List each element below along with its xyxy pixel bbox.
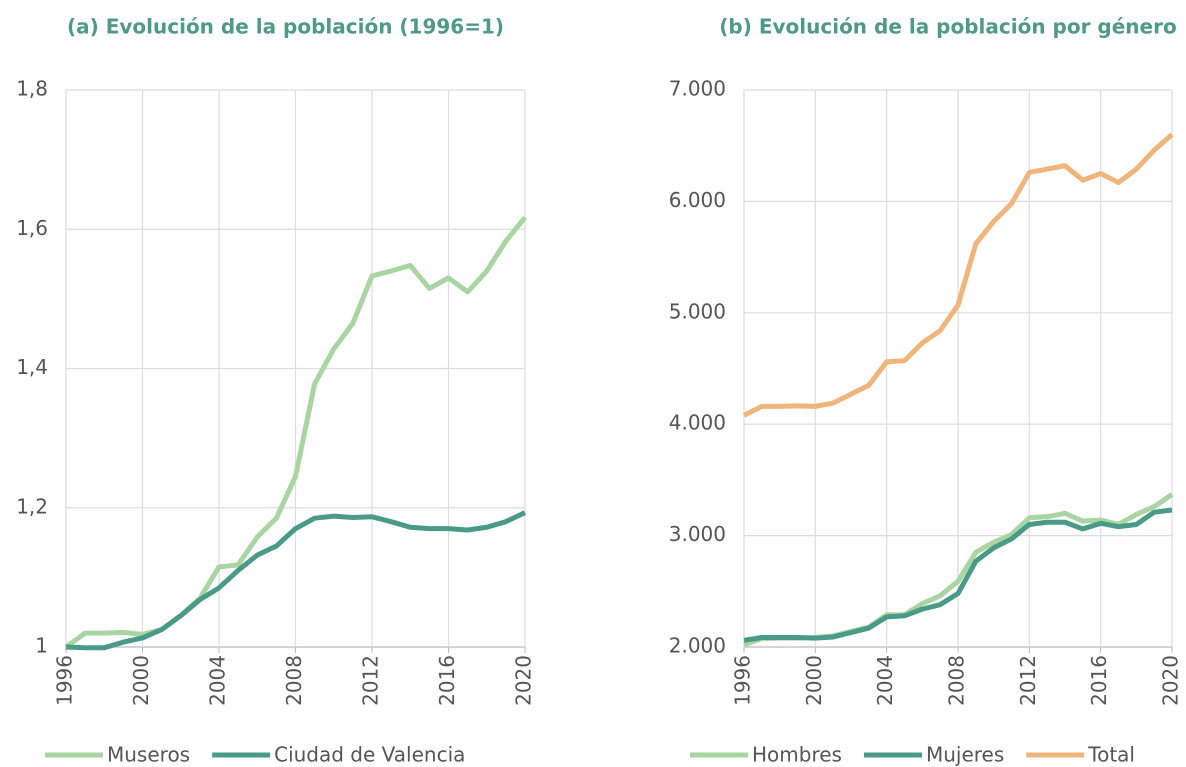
y-tick-label: 2.000 bbox=[669, 634, 726, 658]
x-tick-label: 2008 bbox=[282, 655, 306, 706]
x-tick-label: 2020 bbox=[1159, 655, 1183, 706]
y-tick-label: 4.000 bbox=[669, 411, 726, 435]
x-tick-label: 2004 bbox=[873, 655, 897, 706]
legend-label: Hombres bbox=[752, 743, 842, 767]
series-line bbox=[64, 215, 527, 650]
y-tick-label: 5.000 bbox=[669, 299, 726, 323]
x-tick-label: 2008 bbox=[945, 655, 969, 706]
chart-title: (b) Evolución de la población por género bbox=[719, 15, 1176, 39]
legend-label: Total bbox=[1087, 743, 1135, 767]
series-line bbox=[742, 132, 1174, 418]
x-tick-label: 2016 bbox=[1087, 655, 1111, 706]
x-tick-label: 2012 bbox=[1016, 655, 1040, 706]
x-tick-label: 2012 bbox=[359, 655, 383, 706]
x-tick-label: 1996 bbox=[53, 655, 77, 706]
y-tick-label: 1,8 bbox=[16, 77, 48, 101]
legend-label: Ciudad de Valencia bbox=[274, 743, 465, 767]
x-tick-label: 2004 bbox=[206, 655, 230, 706]
legend-label: Mujeres bbox=[926, 743, 1004, 767]
y-tick-label: 1,6 bbox=[16, 216, 48, 240]
y-tick-label: 1,4 bbox=[16, 355, 48, 379]
series-line bbox=[743, 507, 1173, 643]
x-tick-label: 1996 bbox=[731, 655, 755, 706]
y-tick-label: 1 bbox=[35, 634, 48, 658]
y-tick-label: 3.000 bbox=[669, 522, 726, 546]
y-tick-label: 1,2 bbox=[16, 494, 48, 518]
series-line bbox=[65, 510, 527, 651]
x-tick-label: 2020 bbox=[512, 655, 536, 706]
x-tick-label: 2000 bbox=[129, 655, 153, 706]
y-tick-label: 6.000 bbox=[669, 188, 726, 212]
legend-label: Museros bbox=[107, 743, 190, 767]
chart-title: (a) Evolución de la población (1996=1) bbox=[67, 15, 504, 39]
x-tick-label: 2016 bbox=[435, 655, 459, 706]
x-tick-label: 2000 bbox=[802, 655, 826, 706]
y-tick-label: 7.000 bbox=[669, 77, 726, 101]
